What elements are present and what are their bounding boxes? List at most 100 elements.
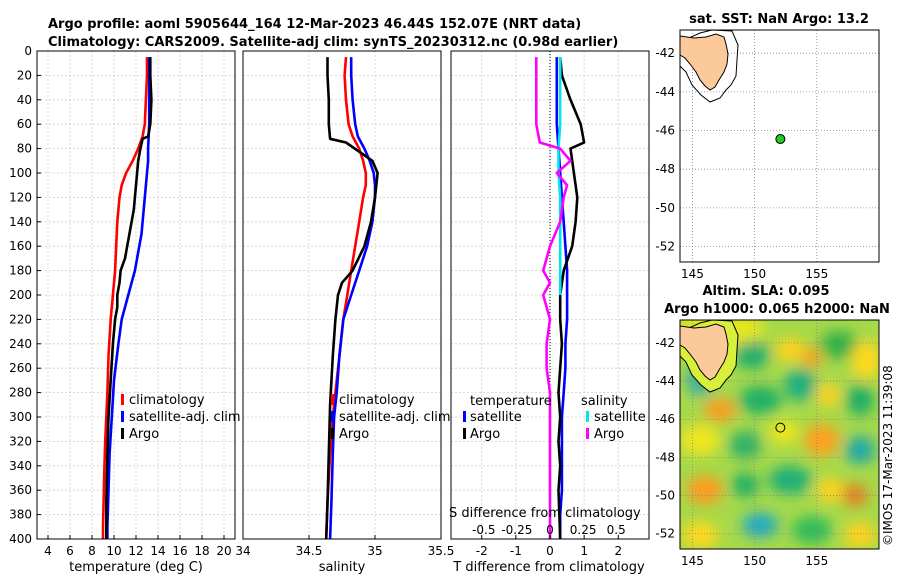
legend-label-climatology: climatology (339, 393, 415, 408)
legend-swatch-salt-argo (586, 428, 589, 439)
salinity-grid (242, 50, 442, 540)
legend-swatch-satellite (121, 411, 124, 422)
depth-tick-label: 80 (17, 142, 32, 156)
legend-label-salt-argo: Argo (594, 427, 624, 442)
x-tick-label: 18 (194, 544, 209, 558)
depth-tick-label: 180 (9, 264, 32, 278)
sla-blob (738, 386, 782, 414)
x-tick-label: -1 (510, 544, 522, 558)
series-line-argo (105, 57, 153, 539)
sla-blob (769, 420, 799, 444)
top-tick-label: 0.25 (570, 523, 597, 537)
legend-label-satellite: satellite-adj. clim (129, 410, 241, 425)
series-line-salinity-satellite (557, 57, 562, 295)
legend-label-argo: Argo (129, 427, 159, 442)
x-tick-label: 4 (44, 544, 52, 558)
x-tick-label: 20 (216, 544, 231, 558)
depth-tick-label: 240 (9, 337, 32, 351)
x-tick-label: 35 (367, 544, 382, 558)
series-line-satellite-adj-clim (106, 57, 151, 539)
x-tick-label: 16 (172, 544, 187, 558)
legend-label-temp-argo: Argo (470, 427, 500, 442)
legend-swatch-temp-argo (463, 428, 466, 439)
lat-tick-label: -50 (655, 201, 675, 215)
sla-blob (704, 399, 736, 421)
depth-tick-label: 100 (9, 166, 32, 180)
sla-blob (804, 424, 840, 456)
figure-title-line1: Argo profile: aoml 5905644_164 12-Mar-20… (48, 17, 581, 32)
temperature-grid (37, 50, 235, 540)
difference-legend-salinity: salinity satellite Argo (581, 394, 646, 442)
lon-tick-label: 155 (805, 267, 828, 281)
tasmania-land (680, 33, 729, 91)
sla-blob (846, 384, 874, 416)
sla-blob (816, 383, 840, 407)
lat-tick-label: -44 (655, 85, 675, 99)
argo-position-marker (775, 422, 786, 433)
lat-tick-label: -48 (655, 450, 675, 464)
depth-tick-label: 20 (17, 68, 32, 82)
sla-blob (742, 513, 778, 537)
lat-tick-label: -46 (655, 124, 675, 138)
lon-tick-label: 145 (681, 554, 704, 568)
difference-x-axis: -2 -1 0 1 2 (476, 535, 622, 558)
temperature-legend: climatology satellite-adj. clim Argo (121, 393, 241, 442)
series-line-temperature-satellite (555, 57, 569, 539)
series-line-satellite-adj-clim (328, 57, 377, 540)
legend-swatch-temp-satellite (463, 411, 466, 422)
depth-tick-label: 60 (17, 117, 32, 131)
lon-tick-label: 150 (743, 267, 766, 281)
legend-heading-temperature: temperature (470, 394, 552, 409)
sla-blob (851, 340, 879, 380)
sla-blob (687, 476, 723, 504)
sla-blob (680, 424, 720, 456)
depth-tick-label: 280 (9, 386, 32, 400)
lat-tick-label: -46 (655, 412, 675, 426)
lat-tick-label: -48 (655, 162, 675, 176)
lon-tick-label: 150 (743, 554, 766, 568)
difference-xlabel: T difference from climatology (452, 560, 645, 575)
lat-tick-label: -44 (655, 374, 675, 388)
lat-tick-label: -52 (655, 240, 675, 254)
x-tick-label: 34.5 (296, 544, 323, 558)
top-tick-label: 0 (546, 523, 554, 537)
lat-tick-label: -42 (655, 336, 675, 350)
legend-label-salt-satellite: satellite (594, 410, 646, 425)
sla-blob (784, 369, 816, 401)
top-tick-label: -0.5 (472, 523, 495, 537)
depth-tick-label: 260 (9, 361, 32, 375)
sla-map-frame (679, 319, 880, 550)
salinity-x-axis: 34 34.5 35 35.5 (235, 535, 454, 558)
sst-map: sat. SST: NaN Argo: 13.2 145 150 155 -42-4… (655, 12, 880, 281)
legend-label-argo: Argo (339, 427, 369, 442)
sla-blob (734, 341, 770, 369)
depth-tick-label: 0 (24, 44, 32, 58)
legend-swatch-salt-satellite (586, 411, 589, 422)
x-tick-label: 12 (128, 544, 143, 558)
sla-map-lon-axis: 145 150 155 (681, 554, 828, 568)
sst-map-title: sat. SST: NaN Argo: 13.2 (689, 12, 869, 27)
sla-blob (682, 521, 718, 549)
salinity-legend: climatology satellite-adj. clim Argo (331, 393, 451, 442)
salinity-series (324, 57, 379, 540)
sla-blob (731, 473, 759, 497)
sla-blob (844, 522, 876, 548)
depth-tick-label: 160 (9, 239, 32, 253)
temperature-panel: 0 20 40 60 80 100 120 140 160 180 200 220 240 260 280 3… (9, 44, 241, 575)
lon-tick-label: 155 (805, 554, 828, 568)
sla-map-title-line1: Altim. SLA: 0.095 (703, 284, 830, 299)
sla-map: Altim. SLA: 0.095 Argo h1000: 0.065 h200… (655, 284, 889, 568)
depth-tick-label: 220 (9, 312, 32, 326)
difference-legend-temperature: temperature satellite Argo (463, 394, 552, 442)
depth-tick-label: 200 (9, 288, 32, 302)
x-tick-label: 34 (235, 544, 250, 558)
legend-swatch-climatology (121, 394, 124, 405)
legend-label-satellite: satellite-adj. clim (339, 410, 451, 425)
x-tick-label: 10 (106, 544, 121, 558)
sla-map-lat-axis: -42 -44 -46 -48 -50 -52 (655, 336, 675, 541)
legend-swatch-argo (121, 428, 124, 439)
salinity-xlabel: salinity (319, 560, 366, 575)
x-tick-label: 8 (88, 544, 96, 558)
